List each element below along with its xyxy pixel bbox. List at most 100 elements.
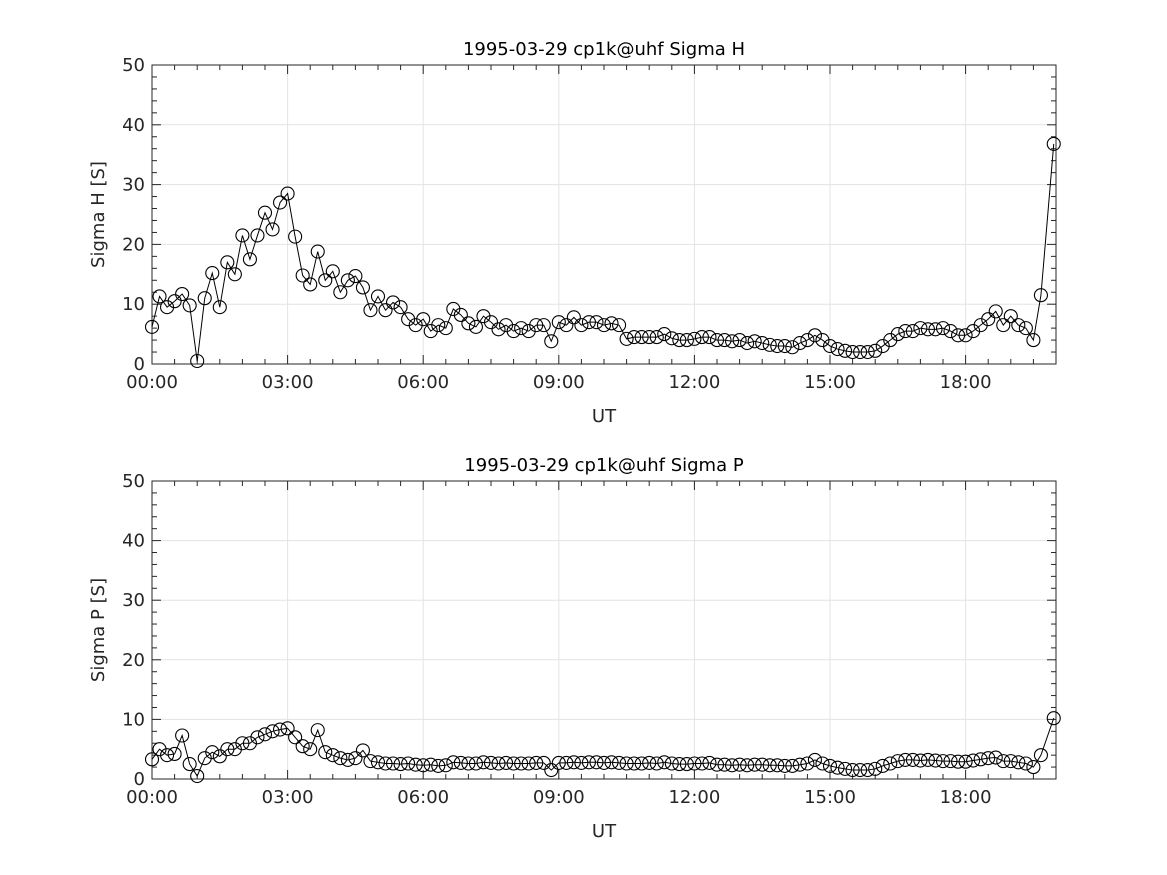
data-point <box>220 742 235 757</box>
data-point <box>318 745 333 760</box>
data-point <box>1003 309 1018 324</box>
data-point <box>596 318 612 333</box>
x-axis-label: UT <box>592 406 617 427</box>
data-point <box>514 321 529 336</box>
data-point <box>318 273 333 288</box>
data-point <box>951 328 966 343</box>
data-point <box>461 316 476 331</box>
data-point <box>920 752 935 767</box>
y-tick-label: 40 <box>122 531 145 552</box>
data-point <box>167 294 182 309</box>
x-tick-label: 09:00 <box>533 372 585 393</box>
data-point <box>416 312 431 327</box>
data-point <box>1026 760 1041 775</box>
data-point <box>1033 288 1048 303</box>
data-point <box>800 333 815 348</box>
data-point <box>581 755 596 770</box>
data-point <box>807 752 822 767</box>
plot-area <box>152 65 1056 364</box>
data-point <box>536 755 551 770</box>
data-point <box>619 331 634 346</box>
data-point <box>664 756 679 771</box>
data-point <box>973 752 988 767</box>
data-point <box>913 753 928 768</box>
data-point <box>453 755 468 770</box>
data-point <box>416 758 431 773</box>
data-point <box>491 322 506 337</box>
data-point <box>273 722 288 737</box>
data-point <box>815 756 830 771</box>
data-point <box>544 763 559 778</box>
data-point <box>483 315 499 330</box>
data-point <box>612 755 627 770</box>
y-tick-label: 30 <box>122 175 145 196</box>
data-point <box>574 755 589 770</box>
data-point <box>627 756 642 771</box>
data-point <box>559 755 574 770</box>
data-point <box>830 341 845 357</box>
data-point <box>943 754 958 769</box>
data-point <box>257 205 273 220</box>
data-point <box>755 757 770 772</box>
y-tick-label: 40 <box>122 115 145 136</box>
data-point <box>273 195 288 210</box>
data-point <box>340 273 355 288</box>
data-point <box>205 266 220 281</box>
x-tick-label: 09:00 <box>533 787 585 808</box>
data-point <box>988 304 1003 319</box>
data-point <box>619 756 634 771</box>
y-tick-label: 0 <box>134 354 145 375</box>
data-point <box>393 300 408 315</box>
data-point <box>679 333 694 348</box>
data-point <box>559 318 574 333</box>
y-tick-label: 0 <box>134 769 145 790</box>
data-point <box>988 750 1003 765</box>
data-point <box>770 758 785 773</box>
data-point <box>378 303 393 318</box>
data-point <box>694 756 709 771</box>
sigma-h-axes: 00:00 03:00 06:00 09:00 12:00 15:00 18:00 0 10 20… <box>88 39 1061 427</box>
axes-frame <box>151 480 1057 780</box>
data-point <box>792 757 807 772</box>
data-point <box>845 763 860 778</box>
y-tick-label: 50 <box>122 55 145 76</box>
data-point <box>589 315 604 330</box>
data-point <box>205 745 220 760</box>
data-point <box>687 331 702 346</box>
data-point <box>898 324 913 339</box>
x-tick-label: 18:00 <box>940 372 992 393</box>
data-point <box>325 264 340 279</box>
data-point <box>468 756 483 771</box>
data-point <box>401 756 416 771</box>
data-point <box>175 728 190 743</box>
data-point <box>740 758 755 773</box>
data-point <box>785 340 800 355</box>
data-point <box>785 758 800 773</box>
data-point <box>822 758 838 773</box>
data-point <box>838 343 853 358</box>
data-point <box>506 324 521 339</box>
data-point <box>634 330 649 345</box>
data-point <box>951 754 966 769</box>
data-point <box>355 743 370 758</box>
data-point <box>807 328 822 343</box>
data-point <box>1003 754 1018 769</box>
data-point <box>762 758 777 773</box>
data-point <box>235 736 250 751</box>
data-point <box>755 336 770 351</box>
data-point <box>325 748 340 763</box>
data-point <box>355 280 370 295</box>
data-point <box>898 752 913 767</box>
data-point <box>649 330 664 345</box>
x-tick-label: 00:00 <box>126 372 178 393</box>
data-point <box>581 315 596 330</box>
data-point <box>777 758 792 773</box>
data-point <box>627 330 642 345</box>
data-point <box>378 756 393 771</box>
data-point <box>604 755 619 770</box>
data-point <box>1011 318 1026 333</box>
data-point <box>725 334 740 349</box>
data-point <box>431 318 446 333</box>
data-point <box>175 286 190 302</box>
